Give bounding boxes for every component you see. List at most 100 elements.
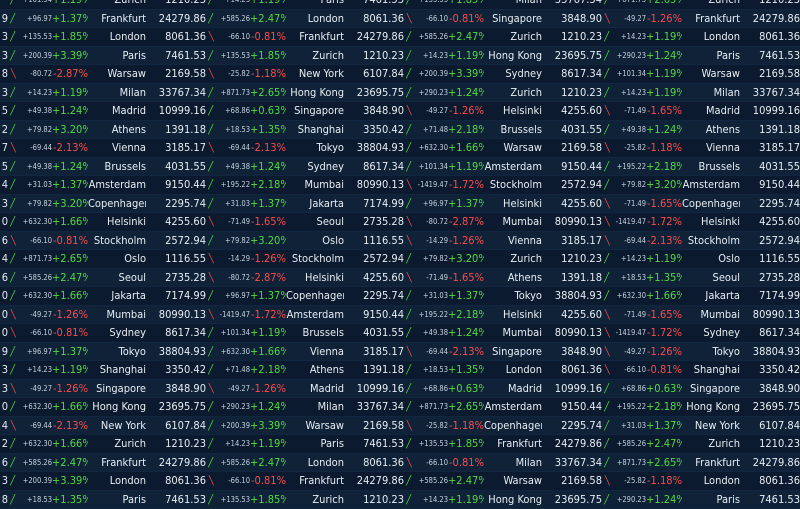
city-name: Sydney bbox=[682, 326, 740, 339]
percent-change: +1.24% bbox=[646, 493, 682, 506]
ticker-cell: 5╱+49.38+1.24% bbox=[0, 158, 88, 176]
percent-change: +1.66% bbox=[250, 345, 286, 358]
city-name: Zurich bbox=[484, 252, 542, 265]
percent-change: +1.24% bbox=[448, 86, 484, 99]
trend-up-icon: ╱ bbox=[8, 475, 18, 486]
index-price: 10999.16 bbox=[146, 104, 206, 117]
percent-change: -1.26% bbox=[646, 345, 682, 358]
trend-up-icon: ╱ bbox=[206, 13, 216, 24]
trend-down-icon: ╲ bbox=[8, 235, 18, 246]
point-change: +585.26 bbox=[414, 32, 448, 41]
price-fragment: 3 bbox=[0, 30, 8, 43]
percent-change: -1.26% bbox=[52, 382, 88, 395]
ticker-cell: 0╱+632.30+1.66% bbox=[0, 398, 88, 416]
percent-change: -1.26% bbox=[52, 308, 88, 321]
percent-change: +1.19% bbox=[52, 363, 88, 376]
city-name: Stockholm bbox=[88, 234, 146, 247]
point-change: +49.38 bbox=[414, 328, 448, 337]
percent-change: +2.65% bbox=[52, 252, 88, 265]
city-name: Milan bbox=[484, 456, 542, 469]
price-fragment: 6 bbox=[0, 271, 8, 284]
index-price: 3185.17 bbox=[344, 345, 404, 358]
percent-change: -1.26% bbox=[250, 252, 286, 265]
trend-up-icon: ╱ bbox=[404, 253, 414, 264]
trend-up-icon: ╱ bbox=[206, 161, 216, 172]
city-name: Hong Kong bbox=[682, 400, 740, 413]
point-change: -25.82 bbox=[612, 476, 646, 485]
point-change: -25.82 bbox=[414, 421, 448, 430]
percent-change: +1.66% bbox=[52, 289, 88, 302]
index-price: 2735.28 bbox=[344, 215, 404, 228]
price-fragment: 3 bbox=[0, 474, 8, 487]
point-change: +31.03 bbox=[414, 291, 448, 300]
trend-up-icon: ╱ bbox=[206, 235, 216, 246]
trend-up-icon: ╱ bbox=[404, 475, 414, 486]
percent-change: -1.72% bbox=[646, 326, 682, 339]
point-change: +14.23 bbox=[612, 254, 646, 263]
price-fragment: 3 bbox=[0, 49, 8, 62]
point-change: -1419.47 bbox=[612, 217, 646, 226]
point-change: +96.97 bbox=[18, 14, 52, 23]
trend-up-icon: ╱ bbox=[8, 401, 18, 412]
index-price: 9150.44 bbox=[146, 178, 206, 191]
point-change: +195.22 bbox=[612, 162, 646, 171]
percent-change: +1.85% bbox=[52, 30, 88, 43]
point-change: +200.39 bbox=[18, 476, 52, 485]
city-name: Athens bbox=[88, 123, 146, 136]
index-price: 23695.75 bbox=[740, 400, 800, 413]
percent-change: +2.47% bbox=[52, 456, 88, 469]
percent-change: +1.19% bbox=[646, 86, 682, 99]
trend-up-icon: ╱ bbox=[8, 87, 18, 98]
city-name: Vienna bbox=[286, 345, 344, 358]
index-price: 1210.23 bbox=[542, 252, 602, 265]
point-change: +31.03 bbox=[612, 421, 646, 430]
point-change: +585.26 bbox=[612, 439, 646, 448]
point-change: +195.22 bbox=[216, 180, 250, 189]
point-change: +871.73 bbox=[216, 88, 250, 97]
city-name: Warsaw bbox=[682, 67, 740, 80]
index-price: 10999.16 bbox=[740, 104, 800, 117]
price-fragment: 7 bbox=[0, 141, 8, 154]
ticker-cell: 3╱+135.53+1.85% bbox=[0, 28, 88, 46]
point-change: -49.27 bbox=[612, 14, 646, 23]
trend-down-icon: ╲ bbox=[8, 420, 18, 431]
city-name: Paris bbox=[682, 493, 740, 506]
index-price: 2295.74 bbox=[740, 197, 800, 210]
percent-change: -2.13% bbox=[52, 419, 88, 432]
index-price: 2572.94 bbox=[344, 252, 404, 265]
point-change: +14.23 bbox=[18, 88, 52, 97]
city-name: Singapore bbox=[484, 345, 542, 358]
city-name: Hong Kong bbox=[286, 86, 344, 99]
trend-up-icon: ╱ bbox=[404, 327, 414, 338]
city-name: Mumbai bbox=[484, 215, 542, 228]
index-price: 3848.90 bbox=[542, 345, 602, 358]
percent-change: +1.19% bbox=[448, 493, 484, 506]
percent-change: +1.37% bbox=[448, 289, 484, 302]
ticker-cell: 0╲-49.27-1.26% bbox=[0, 306, 88, 324]
trend-down-icon: ╲ bbox=[206, 68, 216, 79]
percent-change: -0.81% bbox=[646, 363, 682, 376]
percent-change: +2.47% bbox=[448, 30, 484, 43]
